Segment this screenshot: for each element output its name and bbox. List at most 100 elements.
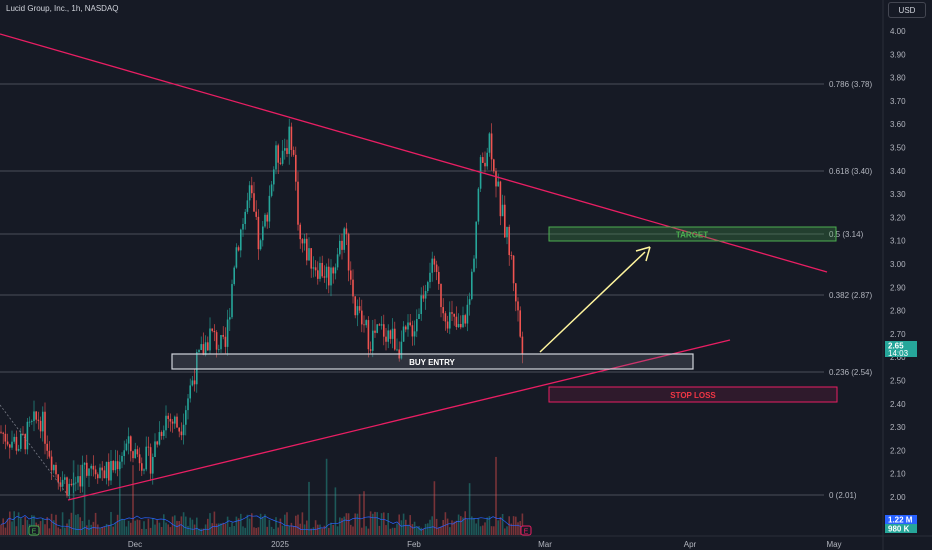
volume-bar (356, 513, 359, 535)
price-tick-16: 2.40 (890, 400, 906, 409)
volume-bar (332, 524, 334, 535)
candle-body (83, 462, 86, 465)
candle-body (466, 304, 469, 324)
volume-bar (26, 520, 29, 535)
volume-bar (321, 528, 323, 535)
volume-tag-1-text: 1.22 M (888, 516, 913, 525)
candle-body (0, 431, 2, 433)
stop-loss-label: STOP LOSS (670, 391, 716, 400)
volume-bar (473, 518, 475, 535)
volume-bar (517, 522, 519, 535)
candle-body (372, 330, 374, 351)
buy-entry-label: BUY ENTRY (409, 358, 455, 367)
candle-body (299, 224, 301, 240)
price-tick-15: 2.50 (890, 377, 906, 386)
volume-bar (15, 526, 18, 535)
candle-body (163, 430, 165, 436)
candle-body (171, 421, 174, 424)
volume-bar (449, 527, 451, 535)
volume-bar (11, 521, 13, 535)
candle-body (288, 126, 290, 154)
candle-body (477, 188, 480, 222)
volume-bar (466, 518, 469, 535)
candle-body (33, 411, 35, 422)
candle-body (376, 324, 378, 333)
currency-button[interactable]: USD (888, 2, 926, 18)
volume-bar (167, 524, 169, 535)
volume-bar (319, 524, 321, 535)
candle-body (42, 411, 44, 432)
candle-body (336, 254, 339, 268)
candle-body (50, 456, 53, 471)
candle-body (345, 228, 348, 234)
event-marker-right (520, 525, 532, 536)
event-marker-left (28, 525, 40, 536)
volume-bar (389, 528, 392, 535)
volume-bar (132, 465, 134, 535)
candle-body (319, 262, 321, 279)
volume-bar (94, 512, 97, 535)
candle-body (312, 267, 315, 269)
volume-bar (130, 522, 132, 535)
price-tick-0: 4.00 (890, 27, 906, 36)
candle-body (286, 148, 288, 154)
candle-body (462, 315, 464, 328)
volume-bar (86, 525, 88, 535)
target-box (548, 226, 837, 242)
candle-body (152, 456, 154, 474)
candle-body (347, 233, 350, 271)
candle-body (354, 296, 356, 316)
price-tick-9: 3.10 (890, 237, 906, 246)
volume-bar (515, 516, 517, 535)
candle-body (235, 247, 238, 268)
candle-body (114, 461, 117, 471)
candle-body (275, 145, 277, 170)
volume-bar (77, 514, 79, 535)
volume-bar (400, 520, 403, 535)
volume-bar (361, 527, 363, 535)
candle-body (37, 419, 40, 421)
candle-body (22, 433, 24, 435)
candle-body (394, 328, 396, 350)
volume-bar (495, 456, 497, 535)
arrow-head-icon (635, 246, 651, 262)
volume-bar (70, 512, 73, 535)
candle-body (512, 255, 515, 284)
candle-body (24, 433, 26, 450)
candle-body (229, 317, 231, 320)
candle-body (4, 433, 7, 442)
volume-bar (215, 523, 218, 535)
candle-body (268, 195, 271, 222)
candle-body (198, 349, 200, 353)
candle-body (134, 449, 136, 459)
candle-body (141, 463, 143, 471)
candle-body (13, 436, 15, 442)
volume-bar (121, 518, 123, 535)
candle-body (501, 204, 504, 217)
candle-body (455, 316, 458, 328)
lower-trendline (67, 339, 731, 501)
candle-body (374, 330, 376, 333)
volume-bar (464, 511, 466, 535)
volume-bar (165, 522, 167, 535)
volume-bar (116, 514, 119, 535)
candle-body (75, 482, 77, 484)
candle-body (482, 157, 484, 163)
candle-body (332, 267, 334, 274)
candle-body (64, 477, 66, 480)
candle-body (475, 221, 477, 259)
candle-body (215, 332, 218, 350)
volume-bar (233, 525, 235, 535)
price-tick-17: 2.30 (890, 423, 906, 432)
volume-bar (156, 520, 158, 535)
candle-body (224, 336, 227, 347)
candle-body (105, 461, 108, 479)
dashed-trendline (0, 404, 71, 499)
candle-body (11, 441, 13, 448)
last-price-countdown: 14:03 (888, 349, 909, 358)
volume-bar (477, 518, 480, 535)
volume-bar (103, 526, 106, 535)
candle-body (358, 306, 361, 311)
volume-bar (482, 525, 484, 535)
